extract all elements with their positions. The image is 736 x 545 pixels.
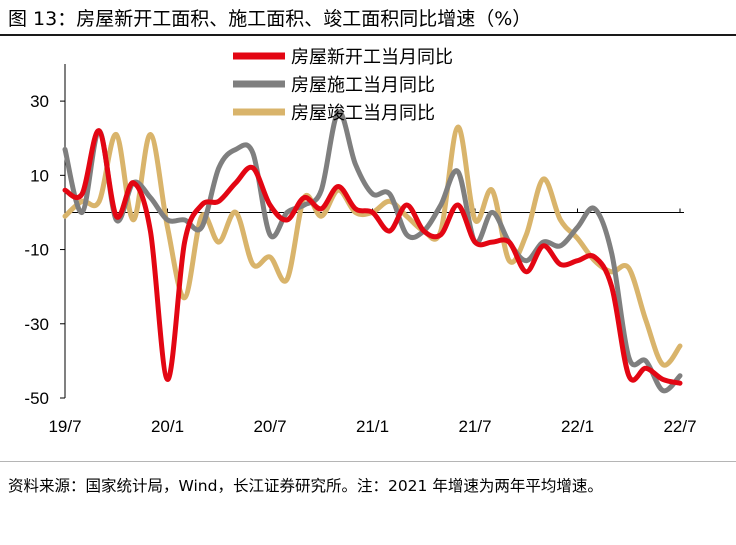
footer-divider xyxy=(0,461,736,462)
series-line-1 xyxy=(62,128,683,386)
x-tick-label: 22/7 xyxy=(663,417,696,436)
series-line-2 xyxy=(62,109,683,394)
x-tick-label: 21/1 xyxy=(356,417,389,436)
legend-label: 房屋竣工当月同比 xyxy=(291,103,435,123)
y-tick-label: -10 xyxy=(24,241,49,260)
y-tick-label: 30 xyxy=(30,92,49,111)
x-tick-label: 20/7 xyxy=(253,417,286,436)
chart-axes: 30 10 -10 -30 -50 19/7 20/1 20/7 21/1 21/7 22/1 22/… xyxy=(24,64,697,436)
legend-label: 房屋新开工当月同比 xyxy=(291,47,453,67)
y-tick-label: -50 xyxy=(24,389,49,408)
y-tick-label: 10 xyxy=(30,166,49,185)
chart-title: 图 13：房屋新开工面积、施工面积、竣工面积同比增速（%） xyxy=(8,8,532,30)
source-note: 资料来源：国家统计局，Wind，长江证券研究所。注：2021 年增速为两年平均增… xyxy=(8,477,603,495)
x-tick-label: 22/1 xyxy=(561,417,594,436)
title-divider xyxy=(0,34,736,36)
x-tick-label: 21/7 xyxy=(458,417,491,436)
y-tick-label: -30 xyxy=(24,315,49,334)
x-tick-label: 19/7 xyxy=(48,417,81,436)
legend-label: 房屋施工当月同比 xyxy=(291,75,435,95)
line-chart: 30 10 -10 -30 -50 19/7 20/1 20/7 21/1 21/7 22/1 22/… xyxy=(24,47,697,436)
series-line-3 xyxy=(62,124,683,368)
x-tick-label: 20/1 xyxy=(151,417,184,436)
series-layer xyxy=(62,109,683,394)
